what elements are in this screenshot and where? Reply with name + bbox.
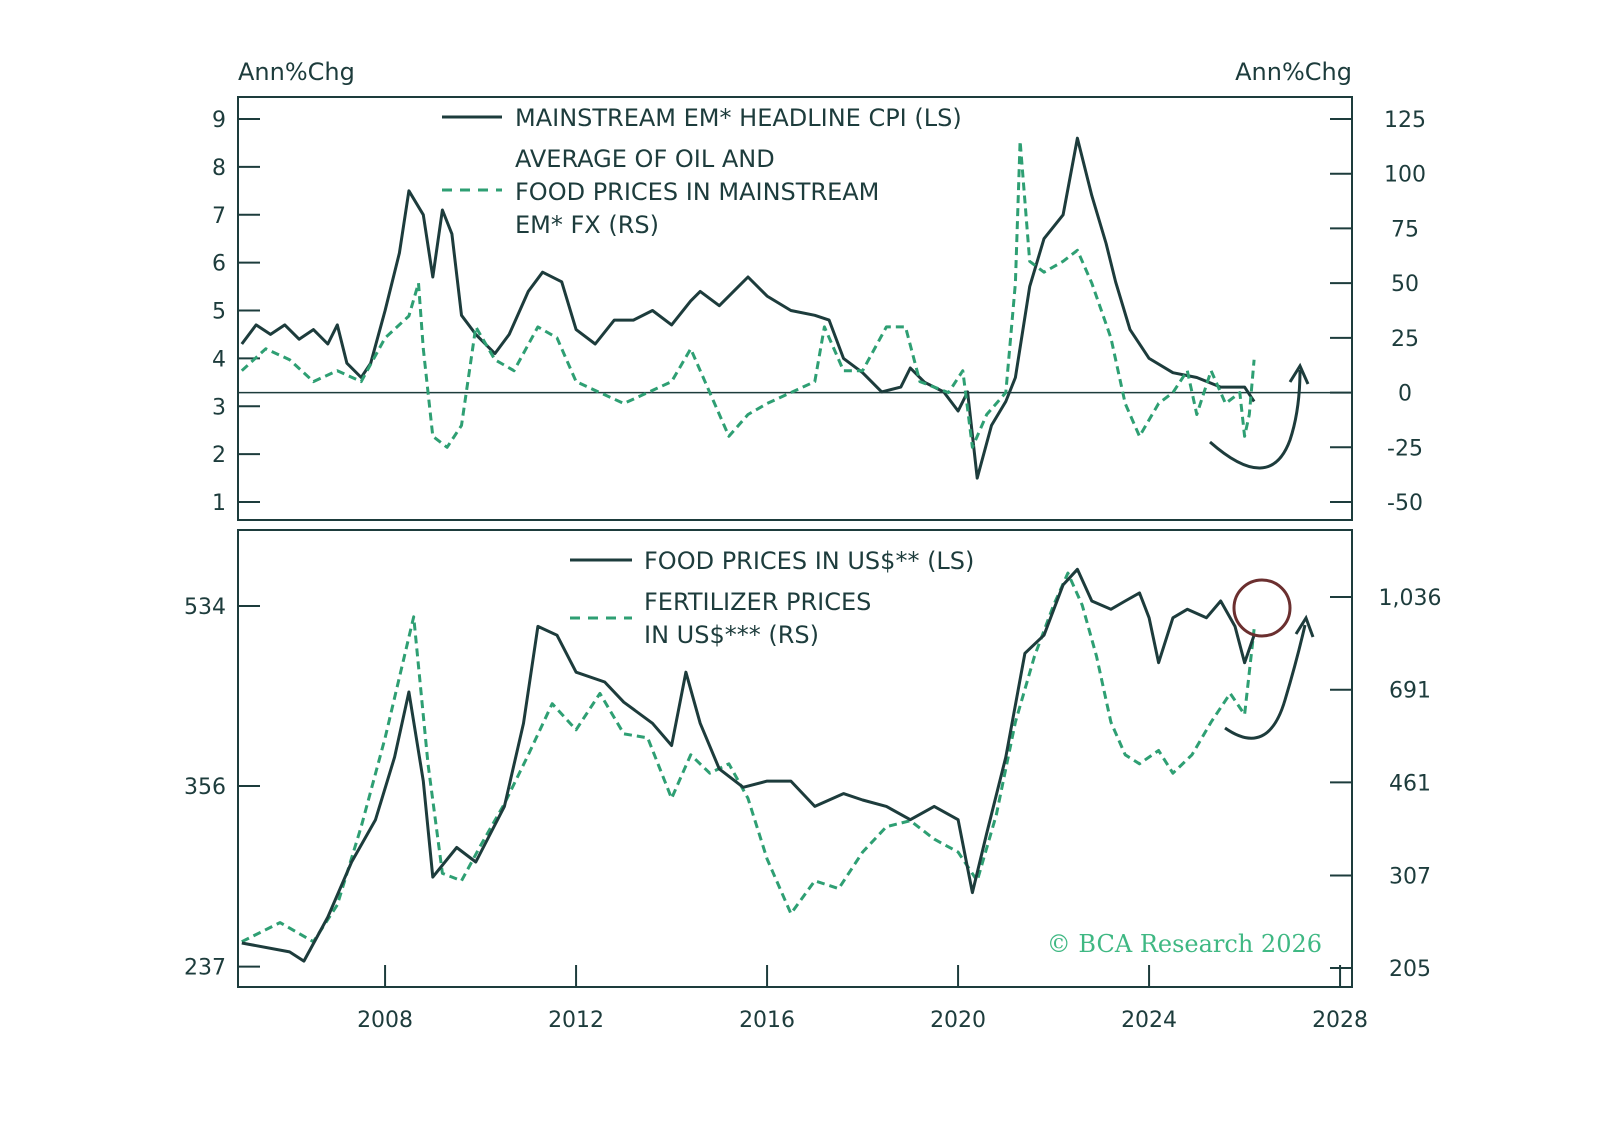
left-tick-label: 3 (212, 395, 226, 420)
left-tick-label: 4 (212, 347, 226, 372)
upturn-arrow-bottom (1224, 624, 1307, 740)
series-line-fertilizer (241, 571, 1256, 944)
left-tick-label: 8 (212, 156, 226, 181)
right-tick-label: 461 (1389, 771, 1431, 796)
upturn-arrow-top (1209, 369, 1302, 470)
left-tick-label: 5 (212, 300, 226, 325)
arrow-head-bottom (1294, 614, 1315, 638)
x-tick-label: 2024 (1121, 1008, 1177, 1033)
left-tick-label: 534 (184, 595, 226, 620)
left-tick-label: 237 (184, 956, 226, 981)
top-panel: 9 8 7 6 5 4 3 2 1 125 100 75 50 25 0 -25 -50 (212, 108, 1426, 516)
right-tick-label: 100 (1384, 163, 1426, 188)
legend-label-food: FOOD PRICES IN US$** (LS) (644, 547, 974, 575)
right-tick-label: 307 (1389, 865, 1431, 890)
arrow-head-top (1288, 362, 1310, 385)
right-tick-label: 125 (1384, 108, 1426, 133)
series-line-cpi (240, 136, 1256, 480)
legend-label-cpi: MAINSTREAM EM* HEADLINE CPI (LS) (515, 104, 962, 132)
left-tick-label: 9 (212, 108, 226, 133)
left-tick-label: 6 (212, 252, 226, 277)
x-tick-label: 2028 (1312, 1008, 1368, 1033)
right-tick-label: 75 (1391, 217, 1419, 242)
highlight-circle (1232, 578, 1292, 638)
legend-label-oil-food-2: FOOD PRICES IN MAINSTREAM (515, 178, 879, 206)
series-line-food (241, 567, 1256, 963)
right-tick-label: -25 (1387, 436, 1423, 461)
right-axis-unit: Ann%Chg (1235, 58, 1352, 86)
x-tick-label: 2008 (357, 1008, 413, 1033)
legend-label-fertilizer-1: FERTILIZER PRICES (644, 588, 871, 616)
legend-label-oil-food-3: EM* FX (RS) (515, 211, 659, 239)
left-axis-unit: Ann%Chg (238, 58, 355, 86)
x-tick-label: 2016 (739, 1008, 795, 1033)
left-tick-label: 7 (212, 204, 226, 229)
bottom-panel: 534 356 237 1,036 691 461 307 205 2008 2012 2016 20… (184, 567, 1442, 1033)
right-tick-label: 25 (1391, 327, 1419, 352)
left-tick-label: 2 (212, 443, 226, 468)
right-tick-label: 50 (1391, 272, 1419, 297)
right-tick-label: 205 (1389, 957, 1431, 982)
series-line-oil-food (240, 139, 1256, 449)
bottom-panel-frame (237, 529, 1353, 988)
left-tick-label: 1 (212, 491, 226, 516)
legend-label-oil-food-1: AVERAGE OF OIL AND (515, 145, 775, 173)
right-tick-label: -50 (1387, 491, 1423, 516)
x-tick-label: 2020 (930, 1008, 986, 1033)
right-tick-label: 1,036 (1379, 586, 1442, 611)
x-tick-label: 2012 (548, 1008, 604, 1033)
right-tick-label: 691 (1389, 679, 1431, 704)
right-tick-label: 0 (1398, 382, 1412, 407)
top-panel-frame (237, 96, 1353, 521)
legend-label-fertilizer-2: IN US$*** (RS) (644, 621, 819, 649)
copyright-watermark: © BCA Research 2026 (1047, 930, 1322, 958)
left-tick-label: 356 (184, 775, 226, 800)
